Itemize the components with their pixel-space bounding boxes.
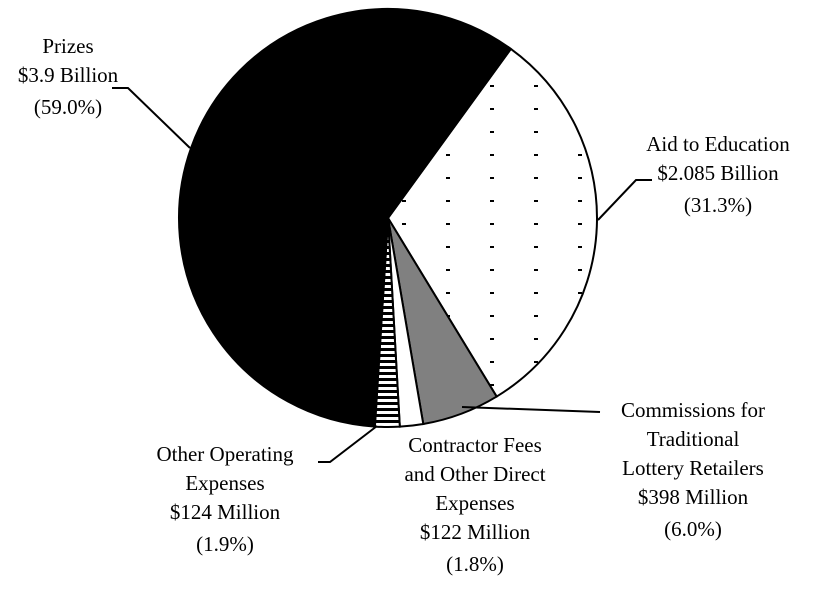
leader-line [318,425,378,463]
slice-label: Other Operating [156,442,294,466]
slice-label: and Other Direct [404,462,545,486]
slice-label: Lottery Retailers [622,456,764,480]
leader-line [597,179,652,221]
slice-value-label: (6.0%) [664,517,722,541]
slice-amount: $124 Million [170,500,281,524]
slice-label: Expenses [435,491,514,515]
slice-label: Aid to Education [646,132,790,156]
slice-label: Prizes [42,34,93,58]
pie-slice [178,8,513,428]
slice-value-label: (31.3%) [684,193,752,217]
leader-line [461,406,601,413]
slice-value-label: (1.9%) [196,532,254,556]
leader-line [112,87,191,149]
slice-amount: $3.9 Billion [18,63,119,87]
slice-amount: $122 Million [420,520,531,544]
pie-slice [386,47,598,398]
slice-label: Commissions for [621,398,765,422]
slice-amount: $398 Million [638,485,749,509]
slice-amount: $2.085 Billion [657,161,779,185]
slice-label: Contractor Fees [408,433,542,457]
slice-label: Traditional [647,427,740,451]
slice-label: Expenses [185,471,264,495]
slice-value-label: (1.8%) [446,552,504,576]
slice-value-label: (59.0%) [34,95,102,119]
